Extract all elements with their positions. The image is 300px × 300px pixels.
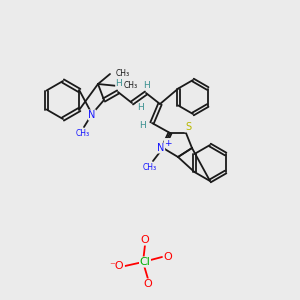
Text: ⁻O: ⁻O xyxy=(110,261,124,271)
Text: Cl: Cl xyxy=(140,257,150,267)
Text: H: H xyxy=(136,103,143,112)
Text: O: O xyxy=(144,279,152,289)
Text: CH₃: CH₃ xyxy=(143,164,157,172)
Text: N: N xyxy=(88,110,96,120)
Text: N: N xyxy=(157,143,165,153)
Text: H: H xyxy=(116,80,122,88)
Text: O: O xyxy=(164,252,172,262)
Text: CH₃: CH₃ xyxy=(76,130,90,139)
Text: H: H xyxy=(140,122,146,130)
Text: CH₃: CH₃ xyxy=(116,68,130,77)
Text: O: O xyxy=(141,235,149,245)
Text: +: + xyxy=(164,139,172,148)
Text: S: S xyxy=(185,122,191,132)
Text: H: H xyxy=(144,80,150,89)
Text: CH₃: CH₃ xyxy=(124,82,138,91)
